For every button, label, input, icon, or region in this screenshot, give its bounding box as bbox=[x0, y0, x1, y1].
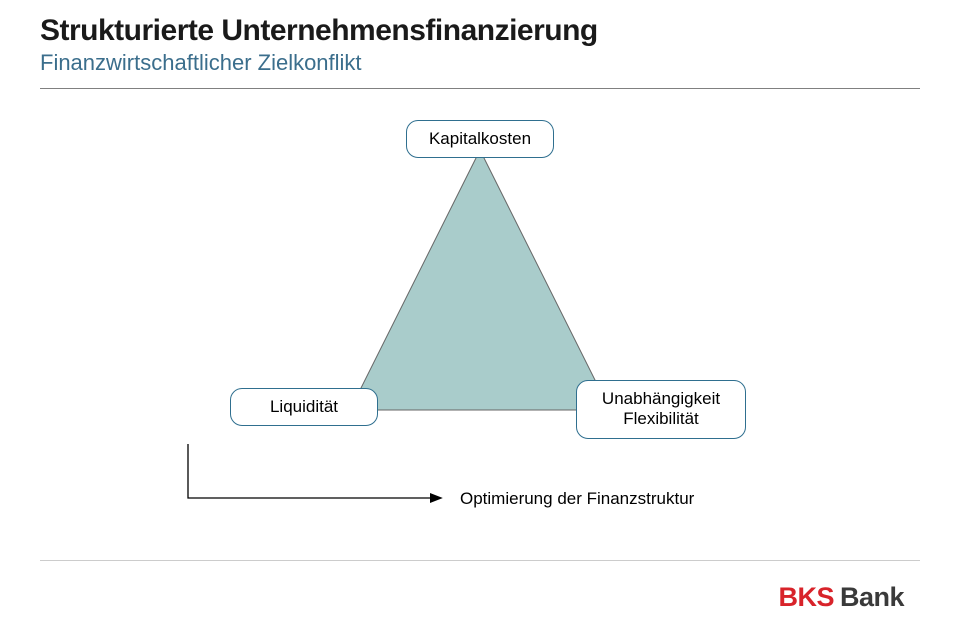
logo-part1: BKS bbox=[778, 582, 834, 612]
triangle-polygon bbox=[350, 150, 610, 410]
triangle-shape bbox=[340, 140, 620, 420]
arrow-head-icon bbox=[430, 493, 443, 503]
brand-logo: BKSBank bbox=[778, 582, 904, 613]
page-root: Strukturierte Unternehmensfinanzierung F… bbox=[0, 0, 960, 635]
node-label-line1: Unabhängigkeit bbox=[602, 389, 720, 408]
footer-divider bbox=[40, 560, 920, 561]
page-title: Strukturierte Unternehmensfinanzierung bbox=[40, 14, 920, 48]
result-label: Optimierung der Finanzstruktur bbox=[460, 489, 694, 509]
logo-part2: Bank bbox=[840, 582, 904, 612]
result-arrow bbox=[178, 444, 698, 524]
header: Strukturierte Unternehmensfinanzierung F… bbox=[40, 14, 920, 76]
header-divider bbox=[40, 88, 920, 89]
node-kapitalkosten: Kapitalkosten bbox=[406, 120, 554, 158]
node-label: Kapitalkosten bbox=[429, 129, 531, 148]
node-label: Liquidität bbox=[270, 397, 338, 416]
triangle-diagram: Kapitalkosten Liquidität Unabhängigkeit … bbox=[0, 110, 960, 470]
arrow-line bbox=[188, 444, 430, 498]
node-liquiditaet: Liquidität bbox=[230, 388, 378, 426]
node-label-line2: Flexibilität bbox=[623, 409, 699, 428]
node-unabhaengigkeit: Unabhängigkeit Flexibilität bbox=[576, 380, 746, 439]
page-subtitle: Finanzwirtschaftlicher Zielkonflikt bbox=[40, 50, 920, 76]
